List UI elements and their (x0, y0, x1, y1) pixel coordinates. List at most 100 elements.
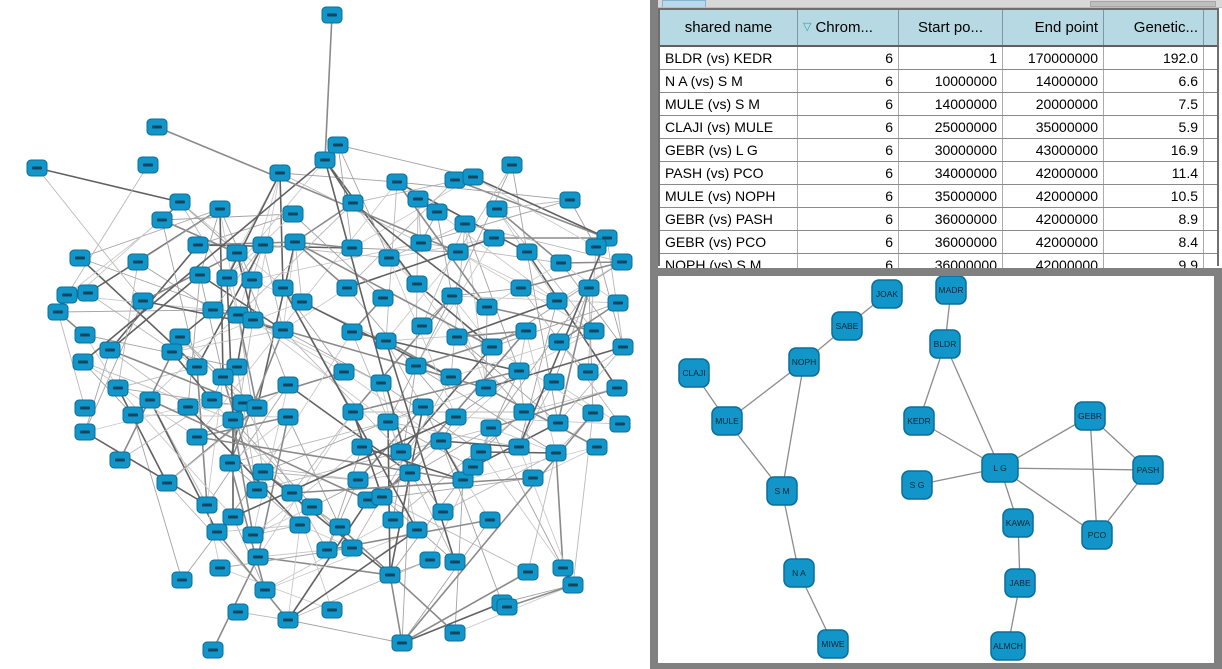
network-node[interactable] (377, 413, 399, 431)
node-noph[interactable]: NOPH (788, 347, 820, 377)
network-node[interactable] (609, 415, 631, 433)
network-node[interactable] (379, 566, 401, 584)
node-gebr[interactable]: GEBR (1074, 401, 1106, 431)
column-header-chromosome[interactable]: ▽ Chrom... (798, 10, 899, 45)
network-node[interactable] (583, 322, 605, 340)
network-node[interactable] (226, 244, 248, 262)
network-node[interactable] (333, 363, 355, 381)
network-node[interactable] (74, 399, 96, 417)
table-row[interactable]: GEBR (vs) PCO 6 36000000 42000000 8.4 (660, 231, 1217, 254)
network-node[interactable] (419, 551, 441, 569)
network-node[interactable] (99, 341, 121, 359)
network-node[interactable] (382, 511, 404, 529)
network-node[interactable] (607, 294, 629, 312)
node-miwe[interactable]: MIWE (817, 629, 849, 659)
network-node[interactable] (156, 474, 178, 492)
network-node[interactable] (351, 438, 373, 456)
filter-icon[interactable]: ▽ (803, 21, 812, 33)
network-node[interactable] (301, 498, 323, 516)
network-node[interactable] (577, 363, 599, 381)
node-pash[interactable]: PASH (1132, 455, 1164, 485)
network-node[interactable] (508, 362, 530, 380)
main-network-view[interactable] (0, 0, 650, 669)
network-node[interactable] (445, 408, 467, 426)
network-node[interactable] (171, 571, 193, 589)
network-node[interactable] (611, 253, 633, 271)
network-node[interactable] (69, 249, 91, 267)
network-node[interactable] (137, 156, 159, 174)
node-s-m[interactable]: S M (766, 476, 798, 506)
network-node[interactable] (241, 271, 263, 289)
network-node[interactable] (546, 292, 568, 310)
network-node[interactable] (342, 194, 364, 212)
network-node[interactable] (227, 603, 249, 621)
network-node[interactable] (321, 601, 343, 619)
network-node[interactable] (386, 173, 408, 191)
node-pco[interactable]: PCO (1081, 520, 1113, 550)
network-node[interactable] (390, 443, 412, 461)
table-row[interactable]: CLAJI (vs) MULE 6 25000000 35000000 5.9 (660, 116, 1217, 139)
network-node[interactable] (612, 338, 634, 356)
network-node[interactable] (122, 406, 144, 424)
network-node[interactable] (202, 641, 224, 659)
network-node[interactable] (336, 279, 358, 297)
network-node[interactable] (222, 411, 244, 429)
node-mule[interactable]: MULE (711, 406, 743, 436)
network-node[interactable] (161, 343, 183, 361)
node-madr[interactable]: MADR (935, 275, 967, 305)
column-header-end-point[interactable]: End point (1003, 10, 1104, 45)
network-node[interactable] (411, 317, 433, 335)
network-node[interactable] (206, 523, 228, 541)
network-node[interactable] (410, 234, 432, 252)
table-row[interactable]: MULE (vs) S M 6 14000000 20000000 7.5 (660, 93, 1217, 116)
table-row[interactable]: BLDR (vs) KEDR 6 1 170000000 192.0 (660, 47, 1217, 70)
node-s-g[interactable]: S G (901, 470, 933, 500)
network-node[interactable] (327, 136, 349, 154)
network-node[interactable] (201, 391, 223, 409)
network-node[interactable] (212, 368, 234, 386)
network-node[interactable] (462, 168, 484, 186)
network-node[interactable] (543, 373, 565, 391)
network-node[interactable] (475, 379, 497, 397)
horizontal-scrollbar[interactable] (1090, 1, 1216, 7)
network-node[interactable] (432, 503, 454, 521)
network-node[interactable] (189, 266, 211, 284)
node-sabe[interactable]: SABE (831, 311, 863, 341)
network-node[interactable] (216, 269, 238, 287)
network-node[interactable] (562, 576, 584, 594)
table-row[interactable]: GEBR (vs) PASH 6 36000000 42000000 8.9 (660, 208, 1217, 231)
network-node[interactable] (74, 423, 96, 441)
network-node[interactable] (578, 279, 600, 297)
network-node[interactable] (405, 357, 427, 375)
network-node[interactable] (496, 598, 518, 616)
network-node[interactable] (139, 391, 161, 409)
network-node[interactable] (371, 488, 393, 506)
network-node[interactable] (47, 303, 69, 321)
network-node[interactable] (545, 444, 567, 462)
network-node[interactable] (510, 279, 532, 297)
network-node[interactable] (219, 454, 241, 472)
network-node[interactable] (151, 211, 173, 229)
network-node[interactable] (107, 379, 129, 397)
network-node[interactable] (72, 353, 94, 371)
network-node[interactable] (412, 398, 434, 416)
column-header-genetic[interactable]: Genetic... (1104, 10, 1204, 45)
network-node[interactable] (56, 286, 78, 304)
network-node[interactable] (508, 438, 530, 456)
network-node[interactable] (399, 464, 421, 482)
network-node[interactable] (291, 293, 313, 311)
column-header-start-position[interactable]: Start po... (899, 10, 1003, 45)
network-node[interactable] (444, 624, 466, 642)
network-node[interactable] (483, 229, 505, 247)
network-node[interactable] (282, 205, 304, 223)
network-node[interactable] (582, 404, 604, 422)
network-node[interactable] (378, 249, 400, 267)
network-node[interactable] (462, 458, 484, 476)
network-node[interactable] (426, 203, 448, 221)
network-node[interactable] (341, 539, 363, 557)
network-node[interactable] (476, 298, 498, 316)
network-node[interactable] (446, 328, 468, 346)
network-node[interactable] (391, 634, 413, 652)
network-node[interactable] (606, 379, 628, 397)
network-node[interactable] (109, 451, 131, 469)
